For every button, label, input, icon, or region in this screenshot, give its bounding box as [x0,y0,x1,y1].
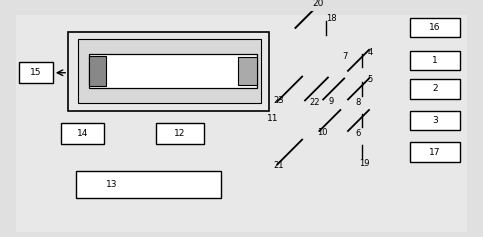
Text: 9: 9 [328,97,333,106]
Text: 20: 20 [313,0,324,8]
Bar [410,51,460,70]
Text: 12: 12 [174,129,185,138]
Bar [89,55,106,86]
Text: 21: 21 [273,161,284,170]
Text: 8: 8 [356,98,361,107]
Text: 1: 1 [432,56,438,65]
Bar [156,123,204,144]
Text: 13: 13 [106,180,118,189]
Bar [410,18,460,37]
Bar [238,56,257,85]
Text: 2: 2 [432,84,438,93]
Text: 19: 19 [359,159,369,168]
Text: 10: 10 [317,128,327,137]
Text: 7: 7 [342,52,348,61]
Text: 3: 3 [432,116,438,125]
Bar [60,123,104,144]
Bar [410,142,460,162]
Bar [410,111,460,130]
Text: 23: 23 [273,96,284,105]
Text: 15: 15 [30,68,42,77]
Text: 5: 5 [368,75,372,84]
Text: 22: 22 [309,98,320,107]
Bar [78,39,261,103]
Text: 6: 6 [356,129,361,138]
Bar [410,79,460,99]
Bar [68,32,269,111]
Text: 16: 16 [429,23,440,32]
Bar [18,62,53,83]
Text: 17: 17 [429,147,440,156]
Text: 14: 14 [77,129,88,138]
Text: 11: 11 [267,114,278,123]
Bar [76,171,221,198]
Text: 4: 4 [368,48,372,57]
Bar [89,54,257,88]
Text: 18: 18 [327,14,337,23]
